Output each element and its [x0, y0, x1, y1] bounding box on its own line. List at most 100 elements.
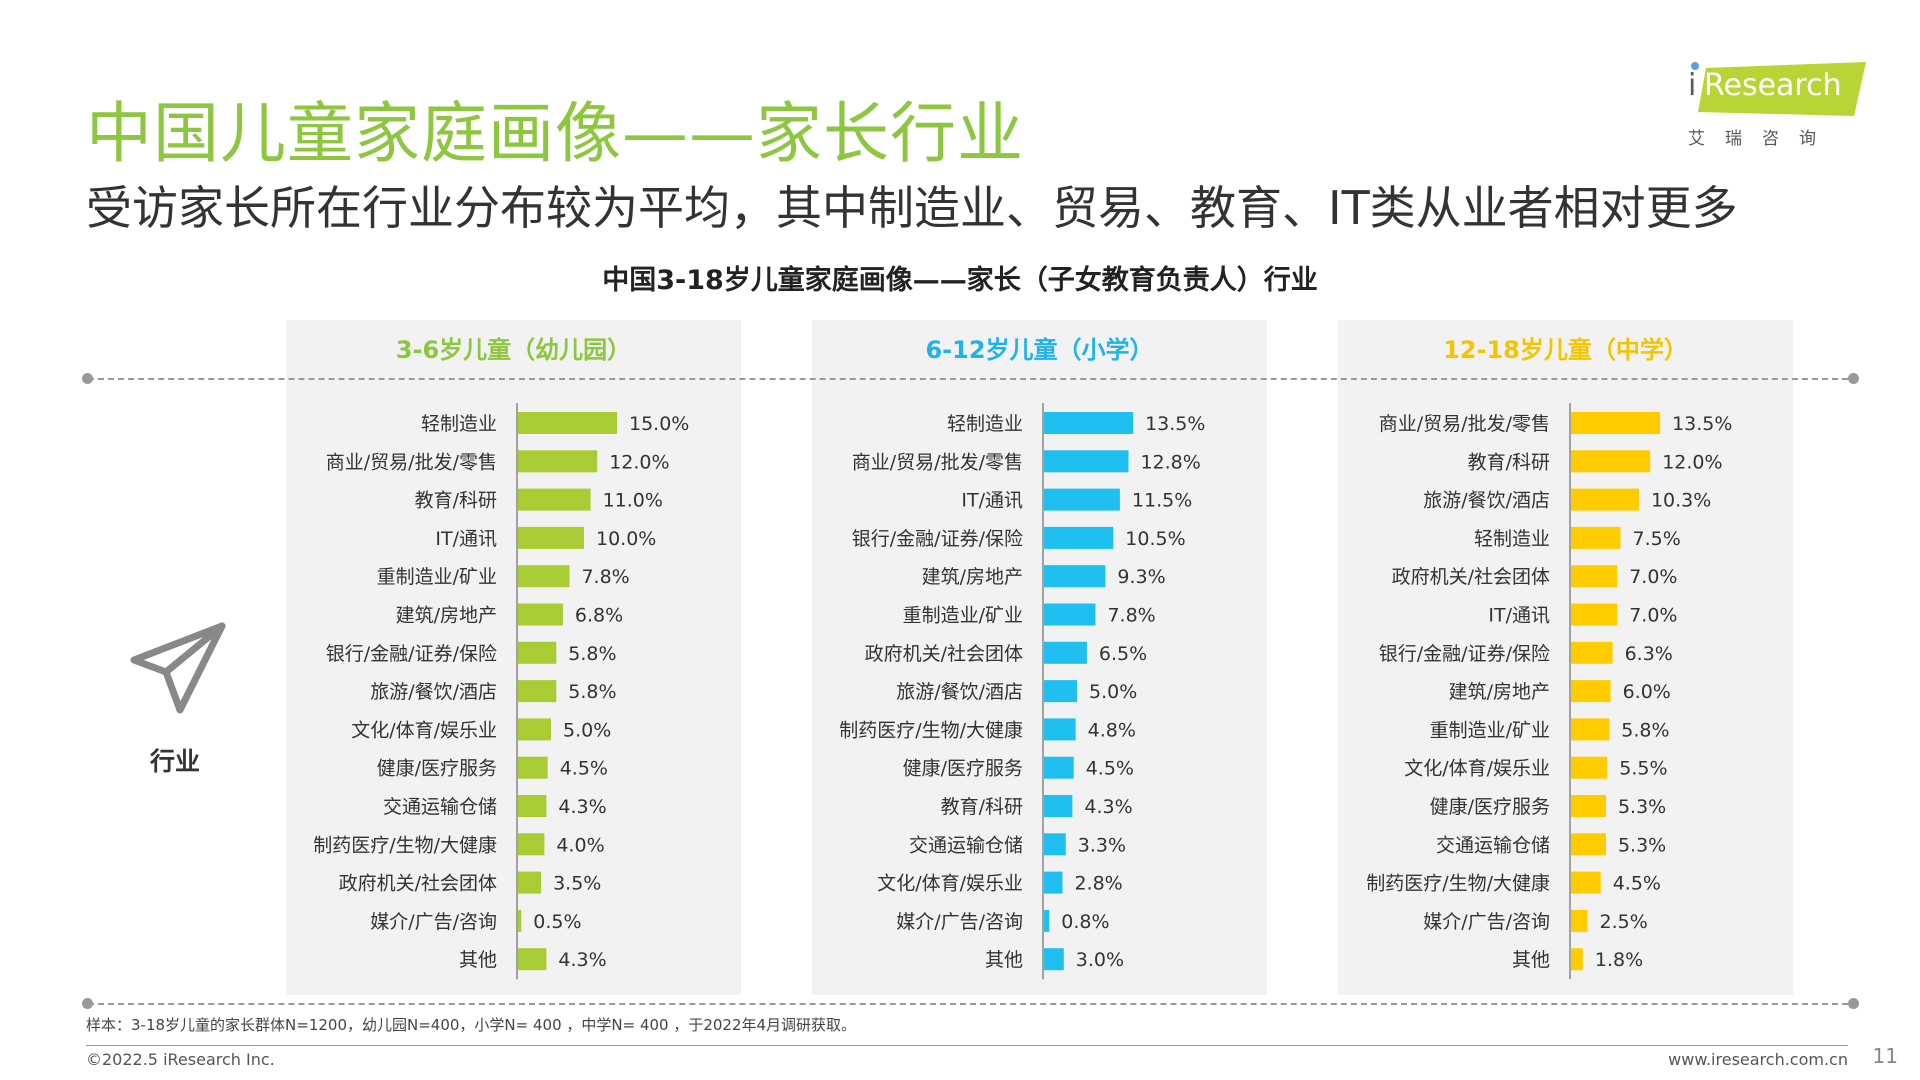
bar [518, 756, 548, 779]
category-label: 银行/金融/证券/保险 [852, 528, 1023, 550]
category-label: 银行/金融/证券/保险 [1379, 643, 1550, 665]
value-label: 5.3% [1618, 796, 1666, 818]
bar [1571, 641, 1613, 664]
value-label: 5.8% [568, 643, 616, 665]
bar [518, 412, 617, 434]
value-label: 5.8% [568, 681, 616, 703]
bar [518, 565, 570, 588]
value-label: 6.5% [1099, 643, 1147, 665]
bar [1571, 718, 1610, 741]
page-number: 11 [1872, 1044, 1898, 1068]
bar [1044, 565, 1106, 588]
category-label: IT/通讯 [961, 490, 1023, 512]
bar [1571, 450, 1651, 473]
page-title: 中国儿童家庭画像——家长行业 [86, 95, 1024, 172]
value-label: 4.3% [558, 949, 606, 971]
value-label: 10.0% [596, 528, 656, 550]
value-label: 13.5% [1145, 413, 1205, 435]
bar [1044, 603, 1096, 626]
value-label: 2.5% [1600, 911, 1648, 933]
category-label: 旅游/餐饮/酒店 [370, 681, 497, 703]
category-label: 教育/科研 [1468, 451, 1550, 473]
value-label: 3.5% [553, 873, 601, 895]
category-label: 重制造业/矿业 [377, 566, 497, 588]
logo-chinese-name: 艾瑞咨询 [1688, 129, 1836, 149]
category-label: 建筑/房地产 [396, 605, 497, 627]
top-dashed-divider [88, 378, 1848, 380]
paper-plane-icon [130, 622, 226, 714]
bar [1571, 488, 1639, 511]
category-label: 政府机关/社会团体 [339, 873, 497, 895]
category-label: IT/通讯 [435, 528, 497, 550]
divider-dot [1848, 998, 1859, 1009]
category-label: 银行/金融/证券/保险 [326, 643, 497, 665]
value-label: 0.5% [533, 911, 581, 933]
value-label: 5.0% [563, 719, 611, 741]
value-label: 2.8% [1074, 873, 1122, 895]
value-label: 4.3% [558, 796, 606, 818]
bar [518, 680, 557, 703]
panel-background-primary [812, 320, 1267, 995]
category-label: 商业/贸易/批发/零售 [852, 451, 1023, 473]
bar [1044, 450, 1129, 473]
bar [518, 450, 598, 473]
value-label: 7.8% [1107, 605, 1155, 627]
category-label: 其他 [1512, 949, 1550, 971]
category-label: IT/通讯 [1488, 605, 1550, 627]
value-label: 15.0% [629, 413, 689, 435]
bar [1571, 909, 1588, 932]
bar [1044, 871, 1063, 894]
category-label: 政府机关/社会团体 [1392, 566, 1550, 588]
category-label: 轻制造业 [947, 413, 1023, 435]
value-label: 9.3% [1117, 566, 1165, 588]
value-label: 3.0% [1076, 949, 1124, 971]
bar [518, 833, 545, 856]
category-label: 教育/科研 [941, 796, 1023, 818]
value-label: 5.5% [1619, 758, 1667, 780]
bar [1044, 756, 1074, 779]
category-label: 建筑/房地产 [922, 566, 1023, 588]
category-label: 媒介/广告/咨询 [1423, 911, 1550, 933]
logo-letter-i: i [1688, 68, 1697, 103]
bar [1044, 795, 1073, 817]
footer-divider [86, 1045, 1848, 1046]
value-label: 5.0% [1089, 681, 1137, 703]
bar [518, 948, 547, 971]
bar [1571, 603, 1618, 626]
category-label: 教育/科研 [415, 490, 497, 512]
category-label: 交通运输仓储 [1436, 834, 1550, 856]
panel-title-primary: 6-12岁儿童（小学） [925, 336, 1154, 364]
bar [1571, 833, 1606, 856]
logo-brand-text: Research [1704, 68, 1842, 103]
logo-banner-shape [1698, 62, 1866, 116]
bottom-dashed-divider [88, 1003, 1848, 1005]
category-label: 重制造业/矿业 [1430, 719, 1550, 741]
bar [1044, 680, 1077, 703]
iresearch-logo: i Research 艾瑞咨询 [1680, 62, 1866, 152]
value-label: 4.5% [1613, 873, 1661, 895]
category-label: 文化/体育/娱乐业 [877, 873, 1023, 895]
value-label: 1.8% [1595, 949, 1643, 971]
page-subtitle: 受访家长所在行业分布较为平均，其中制造业、贸易、教育、IT类从业者相对更多 [86, 181, 1738, 235]
category-label: 媒介/广告/咨询 [896, 911, 1023, 933]
bar [518, 795, 547, 817]
value-label: 13.5% [1672, 413, 1732, 435]
value-label: 10.5% [1125, 528, 1185, 550]
value-label: 12.8% [1140, 451, 1200, 473]
bar [1044, 412, 1134, 434]
bar [1571, 526, 1621, 549]
value-label: 6.3% [1625, 643, 1673, 665]
logo-dot [1691, 62, 1699, 70]
value-label: 4.3% [1084, 796, 1132, 818]
divider-dot [82, 998, 93, 1009]
category-label: 制药医疗/生物/大健康 [313, 834, 497, 856]
value-label: 0.8% [1061, 911, 1109, 933]
bar [518, 871, 542, 894]
bar [518, 488, 591, 511]
bar [1571, 412, 1661, 434]
value-label: 7.8% [581, 566, 629, 588]
category-label: 制药医疗/生物/大健康 [1366, 873, 1550, 895]
value-label: 6.0% [1623, 681, 1671, 703]
value-label: 7.0% [1629, 566, 1677, 588]
